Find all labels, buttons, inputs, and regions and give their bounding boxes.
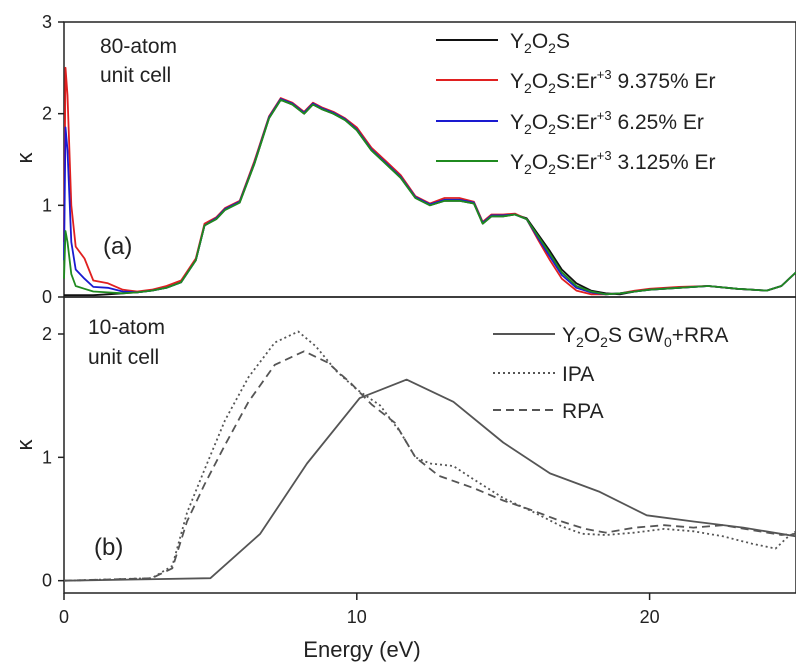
x-tick-label-b-0: 0 [59, 607, 69, 627]
legend-item-er-625: Y2O2S:Er+3 6.25% Er [436, 108, 704, 137]
y-tick-label-b-1: 1 [42, 447, 52, 467]
panel-a-legend: Y2O2S Y2O2S:Er+3 9.375% Er Y2O2S:Er+3 6.… [436, 30, 716, 177]
panel-a-annotation-line2: unit cell [100, 64, 171, 87]
legend-item-er-9375: Y2O2S:Er+3 9.375% Er [436, 67, 716, 96]
legend-label-y2o2s: Y2O2S [510, 30, 570, 56]
series-line-a-1 [63, 66, 796, 296]
legend-label-er-9375: Y2O2S:Er+3 9.375% Er [510, 67, 716, 96]
series-line-b-0 [63, 378, 796, 582]
series-line-b-2 [63, 350, 796, 582]
panel-b-ylabel: κ [12, 439, 37, 451]
panel-b: 0 1 2 0 10 20 κ Energy (eV) 10-atom unit cel… [12, 296, 796, 662]
legend-label-ipa: IPA [562, 363, 594, 386]
legend-item-er-3125: Y2O2S:Er+3 3.125% Er [436, 148, 716, 177]
panel-a: 0 1 2 3 κ 80-atom unit cell (a) Y2O2S Y2O2S… [12, 12, 796, 307]
panel-a-label: (a) [103, 233, 132, 260]
legend-label-gw0-rra: Y2O2S GW0+RRA [562, 324, 728, 350]
panel-a-ylabel: κ [12, 152, 37, 164]
panel-b-xlabel: Energy (eV) [303, 637, 420, 662]
panel-b-annotation-line1: 10-atom [88, 316, 165, 339]
legend-item-rpa: RPA [493, 400, 604, 423]
series-line-a-3 [63, 99, 796, 296]
y-tick-label-a-0: 0 [42, 287, 52, 307]
legend-item-gw0-rra: Y2O2S GW0+RRA [493, 324, 728, 350]
y-tick-label-a-3: 3 [42, 12, 52, 32]
legend-item-y2o2s: Y2O2S [436, 30, 570, 56]
legend-item-ipa: IPA [493, 363, 594, 386]
panel-b-label: (b) [94, 534, 123, 561]
panel-a-annotation-line1: 80-atom [100, 35, 177, 58]
legend-label-er-625: Y2O2S:Er+3 6.25% Er [510, 108, 704, 137]
legend-label-rpa: RPA [562, 400, 604, 423]
series-line-b-1 [63, 330, 796, 582]
y-tick-label-a-2: 2 [42, 104, 52, 124]
y-tick-label-b-2: 2 [42, 324, 52, 344]
x-tick-label-b-1: 10 [347, 607, 367, 627]
panel-b-x-ticks: 0 10 20 [59, 593, 660, 627]
panel-b-legend: Y2O2S GW0+RRA IPA RPA [493, 324, 728, 423]
panel-b-annotation-line2: unit cell [88, 346, 159, 369]
y-tick-label-b-0: 0 [42, 571, 52, 591]
panel-a-series [63, 66, 796, 297]
panel-a-y-ticks: 0 1 2 3 [42, 12, 64, 307]
panel-b-frame [63, 296, 796, 594]
legend-label-er-3125: Y2O2S:Er+3 3.125% Er [510, 148, 716, 177]
y-tick-label-a-1: 1 [42, 195, 52, 215]
panel-b-series [63, 330, 796, 582]
x-tick-label-b-2: 20 [640, 607, 660, 627]
panel-b-y-ticks: 0 1 2 [42, 324, 64, 591]
